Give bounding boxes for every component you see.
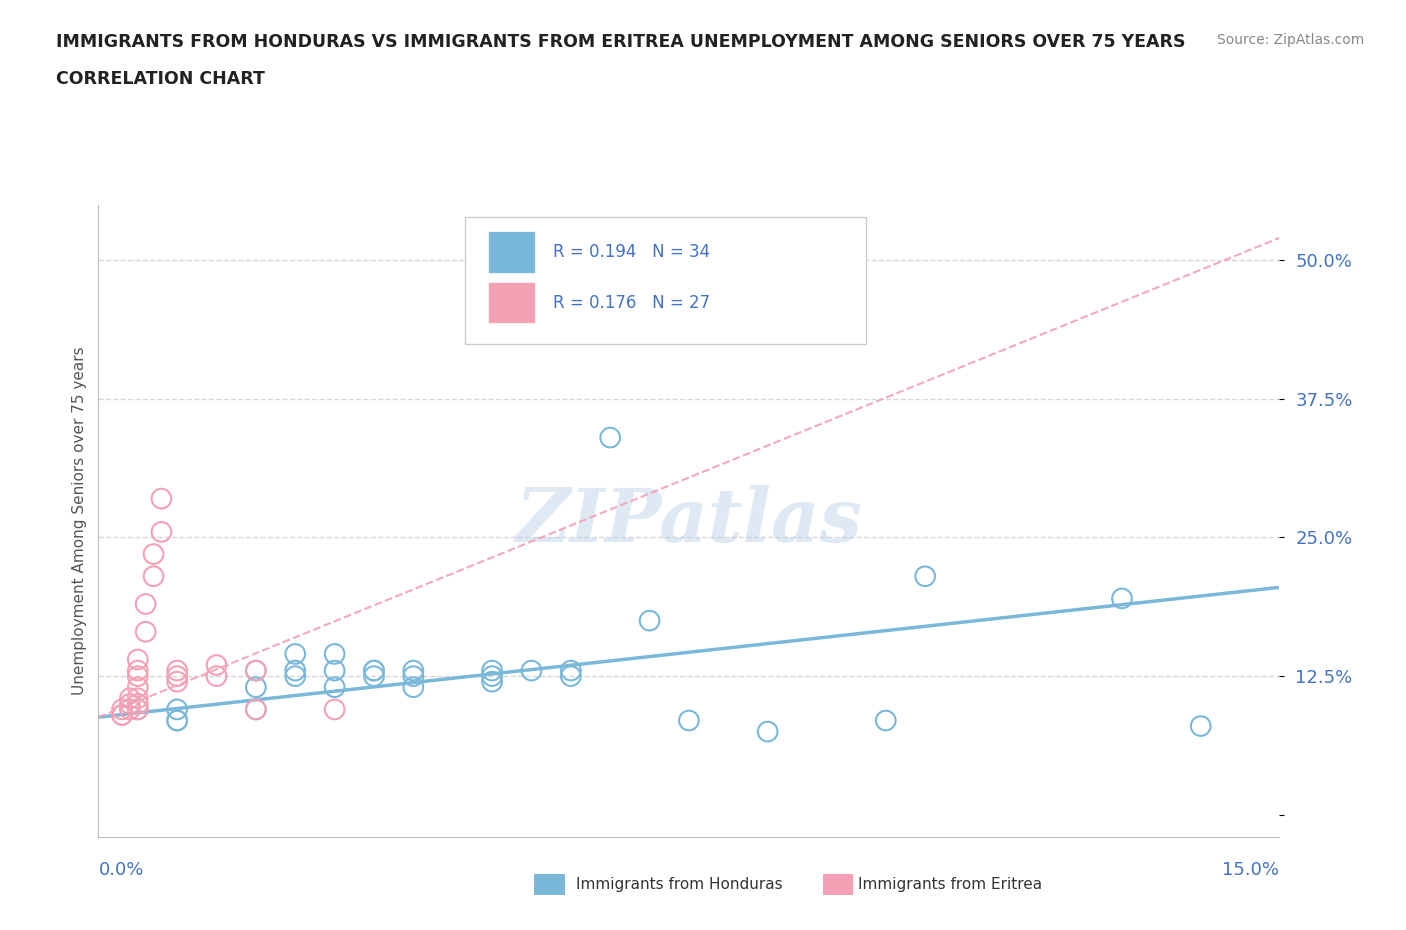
Text: 15.0%: 15.0% bbox=[1222, 861, 1279, 879]
Point bbox=[111, 708, 134, 723]
Point bbox=[127, 702, 149, 717]
Point bbox=[284, 663, 307, 678]
Point bbox=[111, 708, 134, 723]
Text: Immigrants from Eritrea: Immigrants from Eritrea bbox=[858, 877, 1042, 892]
Point bbox=[205, 658, 228, 672]
Point bbox=[142, 569, 165, 584]
Point bbox=[520, 663, 543, 678]
Point bbox=[323, 663, 346, 678]
Point bbox=[135, 596, 157, 611]
Point bbox=[402, 680, 425, 695]
Point bbox=[1189, 719, 1212, 734]
Text: Immigrants from Honduras: Immigrants from Honduras bbox=[576, 877, 783, 892]
Point bbox=[127, 702, 149, 717]
Text: IMMIGRANTS FROM HONDURAS VS IMMIGRANTS FROM ERITREA UNEMPLOYMENT AMONG SENIORS O: IMMIGRANTS FROM HONDURAS VS IMMIGRANTS F… bbox=[56, 33, 1185, 50]
Point bbox=[402, 669, 425, 684]
Point bbox=[481, 669, 503, 684]
Point bbox=[363, 669, 385, 684]
Text: ZIPatlas: ZIPatlas bbox=[516, 485, 862, 557]
Point bbox=[118, 702, 141, 717]
Point bbox=[875, 713, 897, 728]
Point bbox=[150, 525, 173, 539]
Text: Source: ZipAtlas.com: Source: ZipAtlas.com bbox=[1216, 33, 1364, 46]
Point bbox=[118, 691, 141, 706]
Point bbox=[245, 663, 267, 678]
Point bbox=[560, 663, 582, 678]
Point bbox=[678, 713, 700, 728]
Point bbox=[127, 669, 149, 684]
Text: R = 0.194   N = 34: R = 0.194 N = 34 bbox=[553, 243, 710, 261]
Point bbox=[796, 319, 818, 334]
Point bbox=[284, 646, 307, 661]
Point bbox=[284, 669, 307, 684]
Point bbox=[245, 680, 267, 695]
Point bbox=[363, 663, 385, 678]
FancyBboxPatch shape bbox=[488, 232, 536, 272]
Text: R = 0.176   N = 27: R = 0.176 N = 27 bbox=[553, 294, 710, 312]
Point bbox=[142, 547, 165, 562]
FancyBboxPatch shape bbox=[488, 282, 536, 324]
Point bbox=[111, 702, 134, 717]
Point bbox=[245, 702, 267, 717]
Point bbox=[599, 431, 621, 445]
Point bbox=[135, 624, 157, 639]
Point bbox=[166, 713, 188, 728]
Point bbox=[205, 669, 228, 684]
Point bbox=[166, 713, 188, 728]
Point bbox=[323, 702, 346, 717]
Text: CORRELATION CHART: CORRELATION CHART bbox=[56, 70, 266, 87]
Point bbox=[118, 697, 141, 711]
Point bbox=[245, 663, 267, 678]
Point bbox=[481, 674, 503, 689]
Point bbox=[127, 652, 149, 667]
Point bbox=[560, 669, 582, 684]
Point bbox=[638, 613, 661, 628]
Point bbox=[166, 663, 188, 678]
Point bbox=[481, 663, 503, 678]
Point bbox=[127, 697, 149, 711]
Point bbox=[127, 691, 149, 706]
Point bbox=[363, 663, 385, 678]
Point bbox=[914, 569, 936, 584]
Point bbox=[323, 646, 346, 661]
Point bbox=[166, 669, 188, 684]
Point bbox=[756, 724, 779, 739]
Point bbox=[127, 680, 149, 695]
Text: 0.0%: 0.0% bbox=[98, 861, 143, 879]
Point bbox=[323, 680, 346, 695]
Point bbox=[127, 663, 149, 678]
Point bbox=[150, 491, 173, 506]
Point bbox=[1111, 591, 1133, 606]
Point bbox=[166, 702, 188, 717]
Point bbox=[245, 702, 267, 717]
FancyBboxPatch shape bbox=[464, 218, 866, 344]
Point bbox=[402, 663, 425, 678]
Y-axis label: Unemployment Among Seniors over 75 years: Unemployment Among Seniors over 75 years bbox=[72, 347, 87, 695]
Point bbox=[166, 674, 188, 689]
